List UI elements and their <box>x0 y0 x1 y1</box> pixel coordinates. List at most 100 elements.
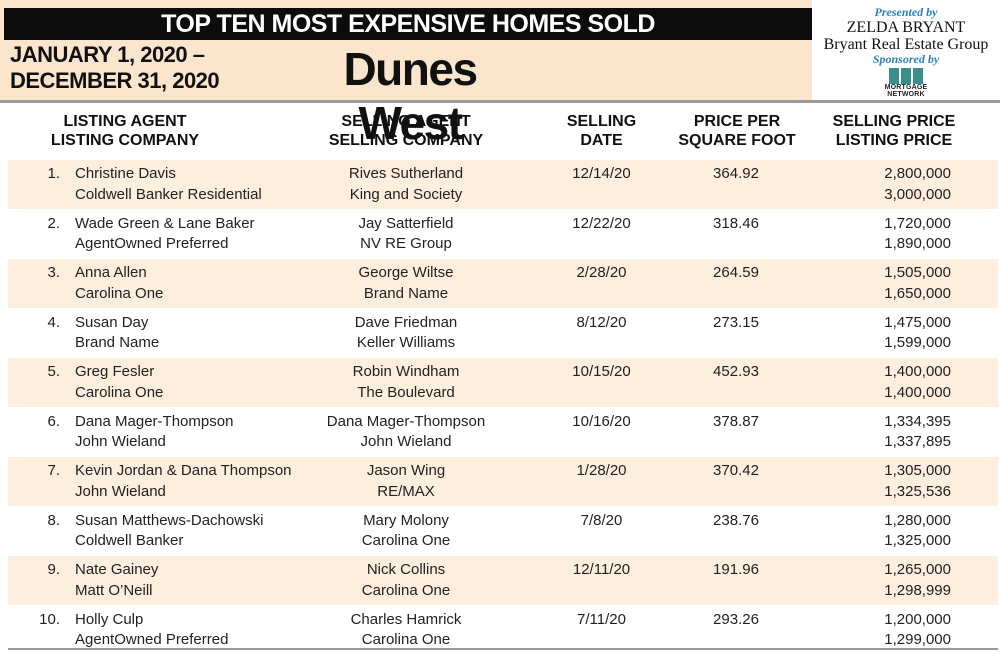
logo-text-line1: MORTGAGE <box>881 84 931 91</box>
listing-price: 3,000,000 <box>828 185 951 206</box>
selling-company: King and Society <box>318 185 494 206</box>
column-header-ppsf-line2: SQUARE FOOT <box>672 131 802 150</box>
rank: 8. <box>8 511 60 532</box>
selling-company: RE/MAX <box>318 482 494 503</box>
price-per-sqft: 293.26 <box>686 610 786 631</box>
selling-price: 1,200,000 <box>828 610 951 631</box>
selling-price: 2,800,000 <box>828 164 951 185</box>
selling-date: 1/28/20 <box>558 461 645 482</box>
listing-company: Carolina One <box>75 284 163 305</box>
listing-agent: Greg Fesler <box>75 362 163 383</box>
selling-date: 12/11/20 <box>558 560 645 581</box>
presenter-group: Bryant Real Estate Group <box>812 36 1000 53</box>
selling-date: 10/16/20 <box>558 412 645 433</box>
selling-price: 1,400,000 <box>828 362 951 383</box>
logo-text-line2: NETWORK <box>881 91 931 98</box>
rank: 5. <box>8 362 60 383</box>
listing-price: 1,890,000 <box>828 234 951 255</box>
price-per-sqft: 264.59 <box>686 263 786 284</box>
selling-price: 1,280,000 <box>828 511 951 532</box>
footer-divider <box>8 648 998 650</box>
selling-agent: Robin Windham <box>318 362 494 383</box>
listing-company: Coldwell Banker Residential <box>75 185 262 206</box>
date-range-end: DECEMBER 31, 2020 <box>10 68 219 94</box>
selling-date: 12/22/20 <box>558 214 645 235</box>
price-per-sqft: 318.46 <box>686 214 786 235</box>
selling-price: 1,265,000 <box>828 560 951 581</box>
price-per-sqft: 238.76 <box>686 511 786 532</box>
selling-date: 10/15/20 <box>558 362 645 383</box>
listing-agent: Anna Allen <box>75 263 163 284</box>
selling-agent: Charles Hamrick <box>318 610 494 631</box>
column-header-ppsf-line1: PRICE PER <box>672 112 802 131</box>
selling-company: NV RE Group <box>318 234 494 255</box>
price-per-sqft: 452.93 <box>686 362 786 383</box>
column-header-date: SELLING DATE <box>558 112 645 150</box>
rank: 9. <box>8 560 60 581</box>
listing-company: John Wieland <box>75 482 292 503</box>
listing-price: 1,298,999 <box>828 581 951 602</box>
selling-company: Carolina One <box>318 581 494 602</box>
selling-agent: Rives Sutherland <box>318 164 494 185</box>
rank: 7. <box>8 461 60 482</box>
price-per-sqft: 273.15 <box>686 313 786 334</box>
rank: 1. <box>8 164 60 185</box>
selling-agent: Dana Mager-Thompson <box>318 412 494 433</box>
selling-date: 8/12/20 <box>558 313 645 334</box>
selling-price: 1,305,000 <box>828 461 951 482</box>
rank: 10. <box>8 610 60 631</box>
price-per-sqft: 370.42 <box>686 461 786 482</box>
listing-company: Carolina One <box>75 383 163 404</box>
price-per-sqft: 364.92 <box>686 164 786 185</box>
sponsored-by-label: Sponsored by <box>812 53 1000 66</box>
listing-agent: Susan Day <box>75 313 159 334</box>
rank: 4. <box>8 313 60 334</box>
selling-company: The Boulevard <box>318 383 494 404</box>
column-header-price: SELLING PRICE LISTING PRICE <box>826 112 962 150</box>
listing-agent: Susan Matthews-Dachowski <box>75 511 263 532</box>
column-header-listing: LISTING AGENT LISTING COMPANY <box>40 112 210 150</box>
selling-company: Carolina One <box>318 531 494 552</box>
listing-agent: Dana Mager-Thompson <box>75 412 233 433</box>
selling-agent: Jason Wing <box>318 461 494 482</box>
listing-company: Coldwell Banker <box>75 531 263 552</box>
listing-company: Brand Name <box>75 333 159 354</box>
column-header-date-line2: DATE <box>558 131 645 150</box>
listing-price: 1,337,895 <box>828 432 951 453</box>
selling-company: Brand Name <box>318 284 494 305</box>
presented-by-label: Presented by <box>812 6 1000 19</box>
listing-price: 1,599,000 <box>828 333 951 354</box>
listing-agent: Holly Culp <box>75 610 228 631</box>
listing-company: John Wieland <box>75 432 233 453</box>
selling-agent: Mary Molony <box>318 511 494 532</box>
column-header-selling: SELLING AGENT SELLING COMPANY <box>318 112 494 150</box>
selling-date: 2/28/20 <box>558 263 645 284</box>
listing-company: AgentOwned Preferred <box>75 234 255 255</box>
presenter-name: ZELDA BRYANT <box>812 19 1000 36</box>
selling-company: John Wieland <box>318 432 494 453</box>
selling-price: 1,334,395 <box>828 412 951 433</box>
